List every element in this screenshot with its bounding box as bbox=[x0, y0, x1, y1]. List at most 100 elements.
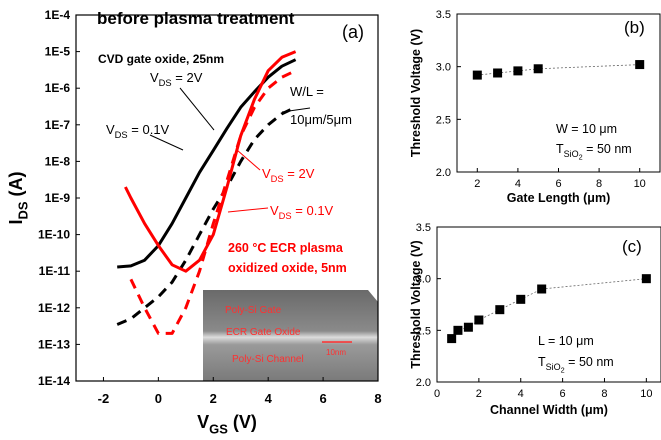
leaders bbox=[149, 87, 311, 213]
text-run: (A) bbox=[6, 171, 26, 201]
x-axis-label: Channel Width (μm) bbox=[490, 403, 608, 417]
text-run: GS bbox=[209, 421, 228, 436]
y-tick-label: 3.0 bbox=[416, 274, 431, 286]
point bbox=[472, 70, 482, 80]
text-run: V bbox=[106, 122, 115, 137]
series-line bbox=[117, 58, 297, 269]
y-tick-label: 2.5 bbox=[436, 114, 451, 126]
y-tick-label: 1E-9 bbox=[45, 191, 71, 205]
leader-line bbox=[149, 134, 184, 151]
annotation: W = 10 μm bbox=[556, 122, 617, 136]
text-run: 10nm bbox=[326, 348, 346, 357]
x-tick-label: -2 bbox=[98, 391, 110, 406]
text-run: T bbox=[556, 142, 564, 156]
text-run: ECR Gate Oxide bbox=[226, 327, 301, 338]
y-axis-label: Threshold Voltage (V) bbox=[409, 240, 423, 368]
point bbox=[495, 305, 505, 315]
point bbox=[635, 60, 645, 70]
leader-line bbox=[227, 207, 269, 213]
point bbox=[453, 325, 463, 335]
x-tick-label: 6 bbox=[555, 178, 561, 190]
text-run: (b) bbox=[624, 18, 645, 37]
x-tick-label: 0 bbox=[434, 388, 440, 400]
text-run: (a) bbox=[342, 22, 364, 42]
text-run: 2 bbox=[561, 365, 565, 374]
y-tick-label: 3.0 bbox=[436, 62, 451, 74]
point bbox=[493, 68, 503, 78]
text-run: SiO bbox=[546, 362, 561, 372]
x-tick-label: 4 bbox=[518, 388, 524, 400]
text-run: = 50 nm bbox=[583, 142, 632, 156]
point bbox=[463, 322, 473, 332]
point bbox=[447, 334, 457, 344]
text-run: = 2V bbox=[172, 70, 203, 85]
annotation: TSiO2 = 50 nm bbox=[538, 355, 614, 374]
text-run: = 50 nm bbox=[565, 355, 614, 369]
text-run: 10μm/5μm bbox=[290, 112, 352, 127]
y-tick-label: 1E-13 bbox=[38, 337, 70, 351]
x-tick-label: 0 bbox=[155, 391, 162, 406]
x-tick-label: 2 bbox=[476, 388, 482, 400]
text-run: DS bbox=[279, 211, 292, 221]
annotation: CVD gate oxide, 25nm bbox=[98, 52, 224, 66]
y-tick-label: 3.5 bbox=[436, 9, 451, 21]
text-run: = 0.1V bbox=[292, 203, 334, 218]
text-run: V bbox=[270, 203, 279, 218]
annotation: 10nm bbox=[326, 348, 346, 357]
x-tick-label: 4 bbox=[265, 391, 273, 406]
annotation: 260 °C ECR plasma bbox=[228, 241, 344, 255]
chart-title: before plasma treatment bbox=[97, 9, 295, 28]
series-line bbox=[129, 69, 297, 335]
y-tick-label: 1E-5 bbox=[45, 45, 71, 59]
leader-line bbox=[236, 149, 261, 171]
annotation: (b) bbox=[624, 18, 645, 37]
y-axis-label: Threshold Voltage (V) bbox=[409, 29, 423, 157]
y-tick-label: 1E-6 bbox=[45, 81, 71, 95]
text-run: Poly-Si Gate bbox=[225, 305, 282, 316]
text-run: DS bbox=[15, 201, 30, 219]
x-tick-label: 10 bbox=[634, 178, 646, 190]
text-run: W/L = bbox=[290, 84, 324, 99]
annotation: L = 10 μm bbox=[538, 334, 594, 348]
y-tick-label: 1E-11 bbox=[39, 264, 71, 278]
text-run: V bbox=[197, 412, 209, 432]
x-tick-label: 2 bbox=[210, 391, 217, 406]
x-tick-label: 8 bbox=[596, 178, 602, 190]
point bbox=[641, 274, 651, 284]
annotation: VDS = 2V bbox=[262, 166, 315, 184]
text-run: 260 °C ECR plasma bbox=[228, 241, 344, 255]
y-tick-label: 2.0 bbox=[416, 377, 431, 389]
tem-inset bbox=[203, 290, 378, 381]
series-line bbox=[124, 50, 297, 273]
x-tick-label: 2 bbox=[474, 178, 480, 190]
annotation: (a) bbox=[342, 22, 364, 42]
text-run: DS bbox=[159, 78, 172, 88]
text-run: 2 bbox=[579, 152, 583, 161]
x-tick-label: 8 bbox=[374, 391, 381, 406]
y-tick-label: 2.0 bbox=[436, 167, 451, 179]
y-tick-label: 1E-10 bbox=[38, 228, 70, 242]
x-tick-label: 10 bbox=[640, 388, 652, 400]
annotation: W/L = bbox=[290, 84, 324, 99]
plot-frame bbox=[436, 226, 661, 383]
text-run: L = 10 μm bbox=[538, 334, 594, 348]
text-run: DS bbox=[271, 174, 284, 184]
text-run: DS bbox=[115, 130, 128, 140]
annotation: Poly-Si Gate bbox=[225, 305, 282, 316]
y-tick-label: 1E-12 bbox=[38, 301, 70, 315]
text-run: oxidized oxide, 5nm bbox=[228, 261, 347, 275]
x-tick-label: 6 bbox=[319, 391, 326, 406]
annotation: ECR Gate Oxide bbox=[226, 327, 301, 338]
annotation: TSiO2 = 50 nm bbox=[556, 142, 632, 161]
x-tick-label: 6 bbox=[560, 388, 566, 400]
text-run: Poly-Si Channel bbox=[232, 354, 304, 365]
text-run: SiO bbox=[564, 149, 579, 159]
text-run: (V) bbox=[228, 412, 257, 432]
y-tick-label: 2.5 bbox=[416, 325, 431, 337]
y-tick-label: 1E-8 bbox=[45, 154, 71, 168]
y-tick-label: 3.5 bbox=[416, 222, 431, 234]
text-run: (c) bbox=[622, 237, 642, 256]
text-run: I bbox=[6, 219, 26, 224]
annotation: VDS = 0.1V bbox=[106, 122, 170, 140]
